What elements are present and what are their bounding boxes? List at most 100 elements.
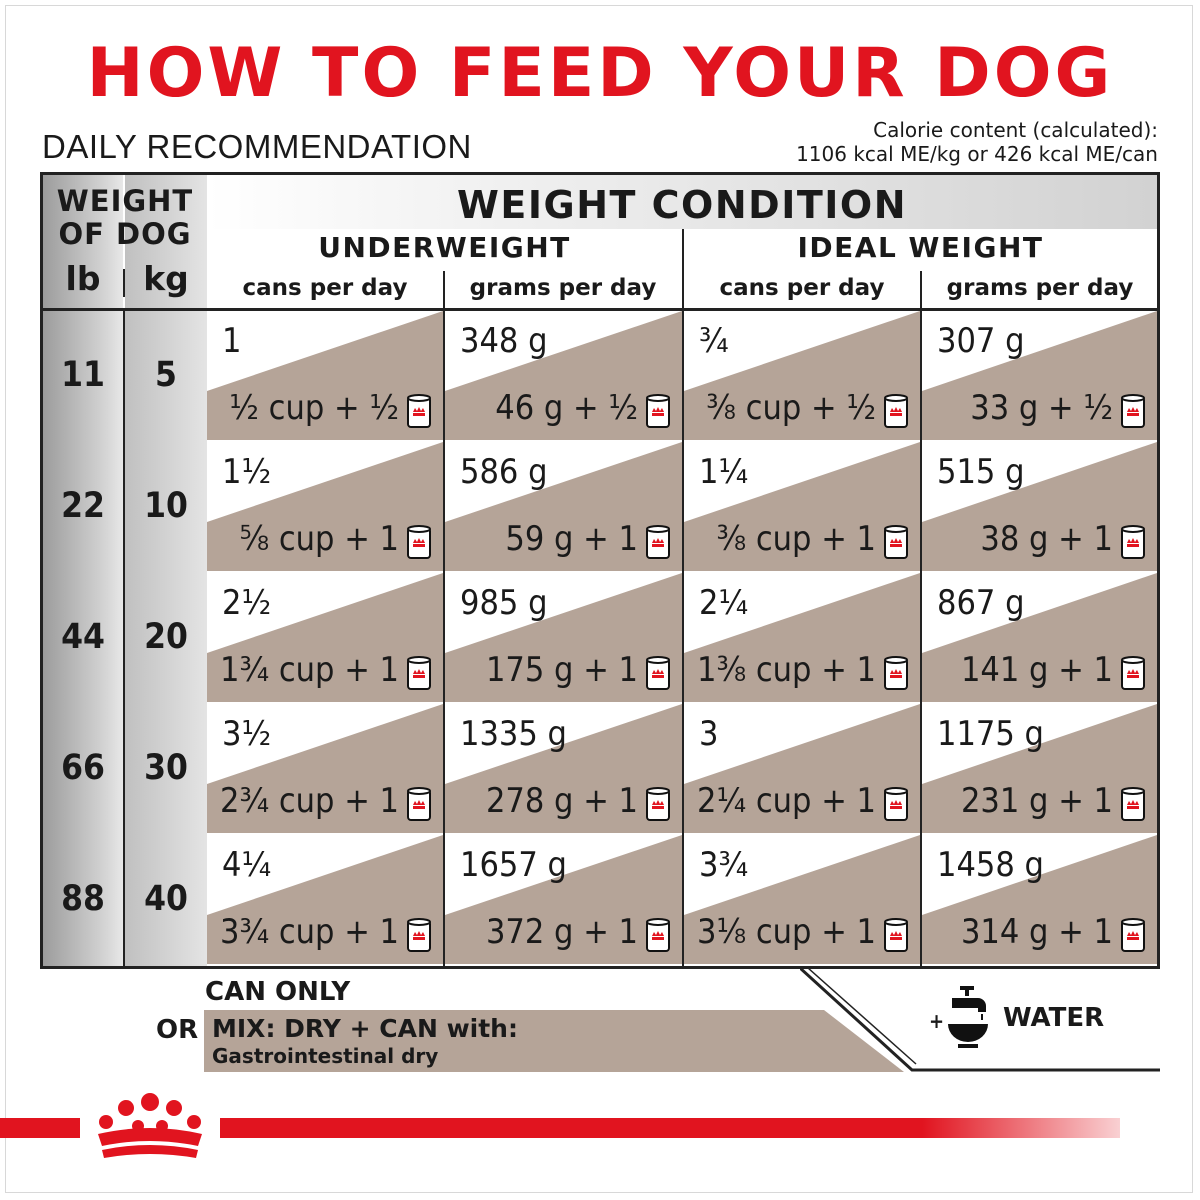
group-divider [682,229,684,966]
can-icon [884,656,908,690]
cell-bottom-value: 59 g + 1 [505,519,638,559]
cell-diagonal-fill [684,442,920,571]
feeding-cell: 3½ 2¾ cup + 1 [207,704,443,833]
can-icon [407,394,431,428]
can-icon [1121,656,1145,690]
cell-top-value: ¾ [699,321,729,361]
unit-divider [123,269,125,297]
cell-top-value: 1458 g [937,845,1044,885]
subheader-ideal-cans: cans per day [719,275,885,301]
subheader-underweight-grams: grams per day [469,275,657,301]
cell-bottom-value: ⅝ cup + 1 [239,519,399,559]
can-icon [884,394,908,428]
cell-top-value: 1¼ [699,452,749,492]
weight-kg-column-bg [125,175,207,966]
page-frame [5,5,1193,1193]
or-label: OR [156,1015,199,1045]
cell-top-value: 3½ [222,714,272,754]
cell-top-value: 2¼ [699,583,749,623]
can-icon [407,787,431,821]
cell-diagonal-fill [922,704,1157,833]
cell-top-value: 348 g [460,321,548,361]
royal-canin-crown-logo [98,1093,202,1158]
can-icon [646,918,670,952]
feeding-cell: 515 g 38 g + 1 [922,442,1157,571]
weight-lb-value: 44 [61,617,105,657]
feeding-cell: ¾ ⅜ cup + ½ [684,311,920,440]
cell-diagonal-fill [922,835,1157,964]
feeding-cell: 586 g 59 g + 1 [445,442,682,571]
feeding-cell: 1 ½ cup + ½ [207,311,443,440]
unit-lb-header: lb [65,259,101,298]
unit-kg-header: kg [143,259,189,298]
cell-bottom-value: 33 g + ½ [970,388,1113,428]
cell-diagonal-fill [207,573,443,702]
cell-top-value: 586 g [460,452,548,492]
cell-top-value: 1175 g [937,714,1044,754]
cell-bottom-value: ⅜ cup + ½ [706,388,876,428]
cell-bottom-value: 1⅜ cup + 1 [697,650,876,690]
weight-condition-header: WEIGHT CONDITION [457,183,907,227]
cell-diagonal-fill [684,835,920,964]
cell-diagonal-fill [207,835,443,964]
cell-bottom-value: 314 g + 1 [960,912,1113,952]
weight-header-line-1: WEIGHT [56,184,194,218]
cell-diagonal-fill [684,573,920,702]
weight-kg-value: 30 [144,748,188,788]
can-icon [407,525,431,559]
cell-top-value: 4¼ [222,845,272,885]
brand-bar-right [220,1118,1120,1138]
cell-top-value: 3 [699,714,719,754]
group-underweight: UNDERWEIGHT [318,231,571,264]
cell-bottom-value: 2¾ cup + 1 [220,781,399,821]
cell-top-value: 985 g [460,583,548,623]
cell-top-value: 515 g [937,452,1025,492]
feeding-cell: 307 g 33 g + ½ [922,311,1157,440]
cell-bottom-value: 46 g + ½ [495,388,638,428]
cell-diagonal-fill [684,311,920,440]
weight-lb-value: 11 [61,355,105,395]
cell-bottom-value: 38 g + 1 [980,519,1113,559]
cell-diagonal-fill [445,442,682,571]
mix-band [204,1010,904,1072]
feeding-cell: 2½ 1¾ cup + 1 [207,573,443,702]
sub-divider-2 [920,271,922,966]
brand-bar-left [0,1118,80,1138]
cell-bottom-value: 2¼ cup + 1 [697,781,876,821]
can-icon [407,918,431,952]
cell-top-value: 1 [222,321,242,361]
weight-lb-column-bg [43,175,123,966]
cell-top-value: 3¾ [699,845,749,885]
can-icon [407,656,431,690]
feeding-cell: 2¼ 1⅜ cup + 1 [684,573,920,702]
feeding-cell: 1½ ⅝ cup + 1 [207,442,443,571]
weight-of-dog-header: WEIGHT OF DOG [43,185,207,251]
feeding-cell: 1¼ ⅜ cup + 1 [684,442,920,571]
can-icon [884,525,908,559]
water-box [800,968,1160,1072]
weight-condition-header-band [207,175,1157,229]
cell-bottom-value: 141 g + 1 [960,650,1113,690]
cell-diagonal-fill [207,704,443,833]
cell-diagonal-fill [922,573,1157,702]
water-tap-icon [948,986,988,1048]
cell-bottom-value: ⅜ cup + 1 [716,519,876,559]
cell-top-value: 1½ [222,452,272,492]
page-title: HOW TO FEED YOUR DOG [86,34,1114,113]
cell-bottom-value: 175 g + 1 [485,650,638,690]
can-icon [646,394,670,428]
cell-bottom-value: 278 g + 1 [485,781,638,821]
cell-diagonal-fill [445,704,682,833]
weight-kg-value: 10 [144,486,188,526]
weight-kg-value: 20 [144,617,188,657]
can-icon [1121,394,1145,428]
cell-bottom-value: 372 g + 1 [485,912,638,952]
feeding-cell: 348 g 46 g + ½ [445,311,682,440]
subheader-ideal-grams: grams per day [946,275,1134,301]
cell-diagonal-fill [207,442,443,571]
feeding-cell: 1175 g 231 g + 1 [922,704,1157,833]
can-icon [1121,525,1145,559]
feeding-cell: 1335 g 278 g + 1 [445,704,682,833]
cell-top-value: 307 g [937,321,1025,361]
can-icon [646,787,670,821]
